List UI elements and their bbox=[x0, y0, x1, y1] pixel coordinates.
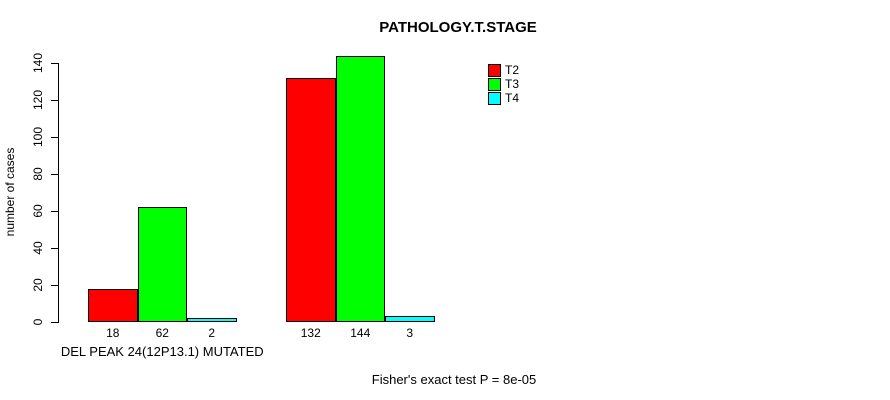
bar-value-label: 3 bbox=[406, 326, 414, 340]
legend-swatch-t3 bbox=[488, 78, 501, 91]
bar-t4-group2 bbox=[385, 316, 435, 322]
legend-swatch-t4 bbox=[488, 92, 501, 105]
y-axis-line bbox=[58, 63, 59, 323]
y-tick-label: 120 bbox=[31, 89, 45, 111]
bar-value-label: 62 bbox=[155, 326, 169, 340]
bar-value-label: 2 bbox=[208, 326, 216, 340]
y-tick bbox=[51, 285, 58, 286]
legend-row-t4: T4 bbox=[488, 92, 519, 105]
fisher-test-caption: Fisher's exact test P = 8e-05 bbox=[371, 372, 537, 387]
legend-label: T4 bbox=[505, 91, 520, 105]
y-tick-label: 0 bbox=[31, 318, 45, 326]
bar-t2-group1 bbox=[88, 288, 138, 322]
y-tick-label: 60 bbox=[31, 204, 45, 218]
y-tick-label: 20 bbox=[31, 278, 45, 292]
y-tick bbox=[51, 137, 58, 138]
y-tick bbox=[51, 322, 58, 323]
legend-row-t2: T2 bbox=[488, 64, 519, 77]
legend-row-t3: T3 bbox=[488, 78, 519, 91]
y-tick bbox=[51, 63, 58, 64]
y-axis-label: number of cases bbox=[3, 147, 17, 237]
y-tick-label: 40 bbox=[31, 241, 45, 255]
legend-label: T2 bbox=[505, 63, 520, 77]
bar-t3-group2 bbox=[335, 55, 385, 322]
legend: T2 T3 T4 bbox=[488, 64, 519, 106]
y-tick bbox=[51, 100, 58, 101]
y-tick-label: 100 bbox=[31, 126, 45, 148]
y-tick bbox=[51, 248, 58, 249]
y-tick-label: 80 bbox=[31, 167, 45, 181]
bar-value-label: 132 bbox=[300, 326, 321, 340]
y-tick bbox=[51, 211, 58, 212]
bar-value-label: 144 bbox=[350, 326, 371, 340]
bar-value-label: 18 bbox=[106, 326, 120, 340]
legend-label: T3 bbox=[505, 77, 520, 91]
y-tick bbox=[51, 174, 58, 175]
bar-t3-group1 bbox=[137, 207, 187, 322]
y-tick-label: 140 bbox=[31, 52, 45, 74]
legend-swatch-t2 bbox=[488, 64, 501, 77]
bar-t4-group1 bbox=[187, 318, 237, 322]
category-label: DEL PEAK 24(12P13.1) MUTATED bbox=[60, 344, 264, 359]
chart-title: PATHOLOGY.T.STAGE bbox=[379, 19, 537, 36]
bar-t2-group2 bbox=[286, 77, 336, 322]
